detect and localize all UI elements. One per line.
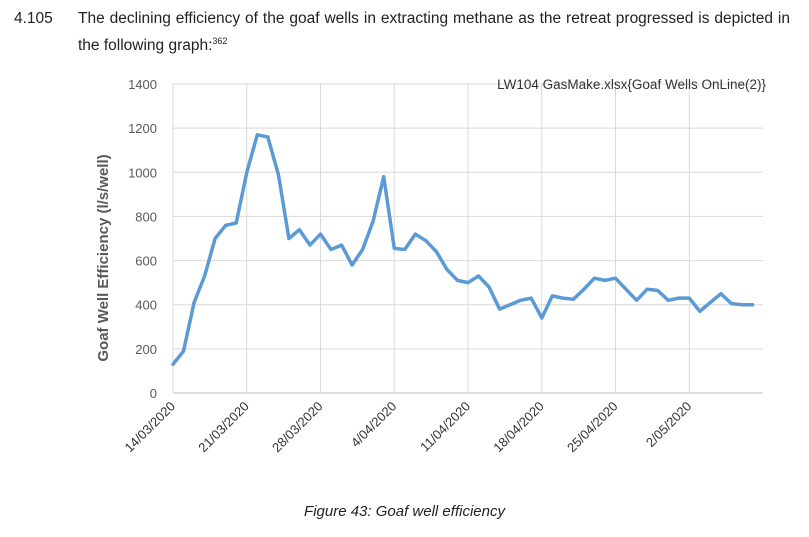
data-point [267, 136, 269, 138]
data-point [635, 299, 638, 302]
data-point [562, 297, 564, 299]
x-tick-label: 4/04/2020 [348, 399, 400, 451]
y-tick-label: 0 [150, 386, 157, 401]
x-tick-label: 2/05/2020 [643, 399, 695, 451]
data-point [477, 275, 480, 277]
data-point [277, 173, 280, 176]
series-line [171, 133, 755, 367]
data-point [298, 228, 301, 231]
y-tick-label: 400 [135, 298, 157, 313]
data-point [361, 248, 364, 251]
data-point [509, 303, 511, 306]
data-point [741, 303, 743, 306]
footnote-ref: 362 [212, 36, 228, 46]
data-point [572, 298, 575, 300]
paragraph-body: The declining efficiency of the goaf wel… [78, 10, 790, 54]
data-point [614, 277, 617, 279]
data-point [404, 248, 406, 251]
y-tick-label: 800 [135, 209, 157, 224]
data-point [583, 288, 585, 291]
data-point [288, 237, 290, 240]
x-tick-label: 21/03/2020 [195, 399, 252, 456]
data-point [519, 299, 522, 302]
data-point [530, 297, 532, 299]
data-point [246, 171, 248, 174]
y-axis-ticks: 0 200 400 600 800 1000 1200 1400 [128, 77, 157, 401]
x-tick-label: 14/03/2020 [121, 399, 178, 456]
data-point [214, 237, 216, 240]
data-point [425, 239, 427, 242]
y-axis-label: Goaf Well Efficiency (l/s/well) [95, 154, 112, 361]
data-point [235, 222, 237, 224]
data-point [667, 299, 669, 302]
y-tick-label: 200 [135, 342, 157, 357]
data-point [340, 244, 343, 246]
data-point [414, 233, 417, 235]
data-point [709, 301, 712, 304]
data-point [625, 288, 627, 291]
data-point [699, 310, 701, 313]
data-point [688, 297, 691, 299]
data-point [467, 281, 469, 284]
data-point [593, 277, 596, 279]
y-tick-label: 600 [135, 254, 157, 269]
data-point [330, 248, 332, 251]
data-point [446, 268, 448, 271]
data-point [488, 286, 490, 288]
data-point [646, 288, 648, 291]
x-axis-ticks: 14/03/2020 21/03/2020 28/03/2020 4/04/2020 1… [121, 399, 694, 456]
data-point [172, 363, 174, 366]
data-point [541, 317, 543, 319]
data-point [720, 292, 722, 295]
chart-title: LW104 GasMake.xlsx{Goaf Wells OnLine(2)} [497, 77, 766, 92]
data-point [309, 244, 311, 246]
data-point [498, 308, 501, 310]
data-point [677, 297, 680, 299]
data-point [256, 134, 259, 136]
y-tick-label: 1200 [128, 121, 157, 136]
data-point [372, 220, 375, 222]
y-tick-label: 1400 [128, 77, 157, 92]
paragraph-number: 4.105 [14, 10, 53, 27]
data-point [551, 295, 554, 297]
data-point [203, 275, 206, 277]
data-point [382, 175, 385, 178]
data-point [751, 303, 754, 306]
data-point [182, 350, 185, 352]
goaf-efficiency-chart: 0 200 400 600 800 1000 1200 1400 14/03/2020 21/0… [95, 77, 766, 456]
paragraph-text: The declining efficiency of the goaf wel… [78, 8, 790, 57]
data-point [351, 264, 353, 266]
x-tick-label: 28/03/2020 [269, 399, 326, 456]
chart-grid [172, 83, 763, 394]
data-point [656, 289, 659, 292]
data-point [730, 302, 733, 305]
data-point [224, 224, 227, 227]
data-point [393, 247, 396, 250]
x-tick-label: 25/04/2020 [564, 399, 621, 456]
data-point [456, 279, 459, 282]
data-point [193, 301, 195, 304]
data-point [435, 250, 438, 253]
x-tick-label: 18/04/2020 [490, 399, 547, 456]
figure-caption: Figure 43: Goaf well efficiency [304, 503, 505, 520]
data-point [319, 233, 322, 235]
data-point [604, 279, 606, 282]
data-points [172, 134, 754, 366]
x-tick-label: 11/04/2020 [417, 399, 473, 455]
y-tick-label: 1000 [128, 165, 157, 180]
